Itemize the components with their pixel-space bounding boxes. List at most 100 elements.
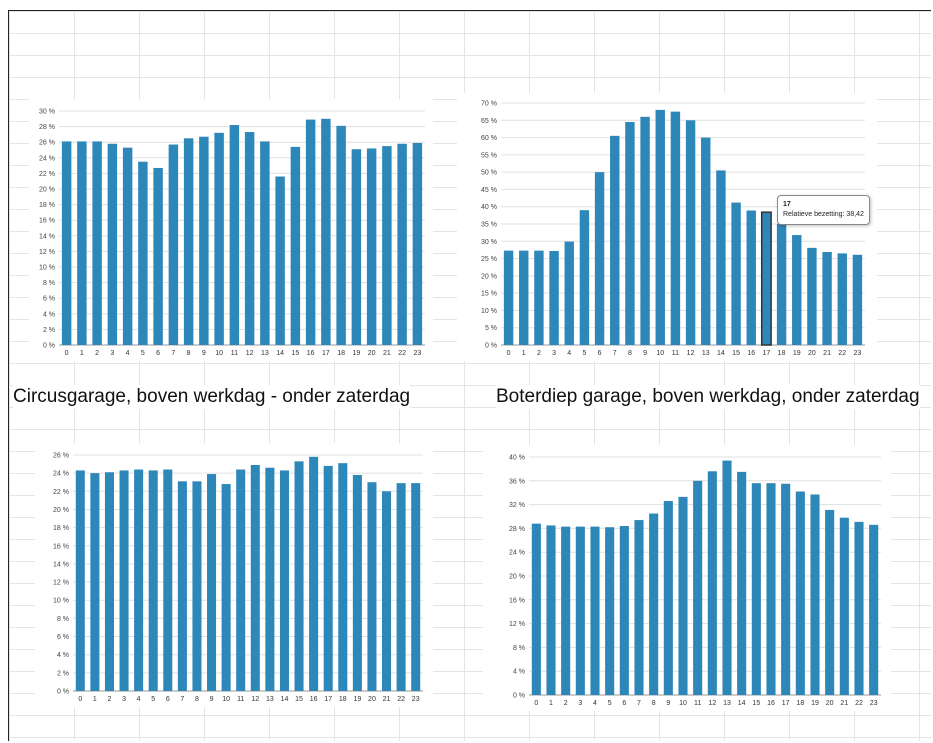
bar[interactable] xyxy=(534,250,544,345)
bar[interactable] xyxy=(722,460,732,695)
bar[interactable] xyxy=(366,148,377,345)
bar[interactable] xyxy=(825,509,835,695)
bar[interactable] xyxy=(183,138,194,345)
bar[interactable] xyxy=(561,526,571,695)
bar[interactable] xyxy=(663,501,673,695)
bar[interactable] xyxy=(75,470,85,691)
bar[interactable] xyxy=(104,472,114,691)
bar[interactable] xyxy=(250,464,260,691)
bar[interactable] xyxy=(199,136,209,345)
bar[interactable] xyxy=(605,527,615,695)
bar[interactable] xyxy=(321,118,331,345)
bar[interactable] xyxy=(265,467,275,691)
bar[interactable] xyxy=(640,116,650,345)
bar[interactable] xyxy=(92,141,102,345)
bar[interactable] xyxy=(746,210,756,345)
bar[interactable] xyxy=(168,144,179,345)
bar[interactable] xyxy=(795,491,805,695)
bar[interactable] xyxy=(766,483,776,695)
bar[interactable] xyxy=(693,480,703,695)
bar[interactable] xyxy=(792,235,802,345)
bar-highlighted[interactable] xyxy=(760,211,772,346)
bar[interactable] xyxy=(610,135,620,345)
bar[interactable] xyxy=(549,250,559,345)
bar[interactable] xyxy=(707,471,717,695)
bar[interactable] xyxy=(625,122,635,345)
bar[interactable] xyxy=(531,523,541,695)
bar[interactable] xyxy=(781,483,791,695)
bar[interactable] xyxy=(214,132,224,345)
bar[interactable] xyxy=(107,143,118,345)
bar[interactable] xyxy=(594,172,605,345)
bar[interactable] xyxy=(351,149,362,345)
bar[interactable] xyxy=(352,474,362,691)
bar[interactable] xyxy=(731,202,741,345)
bar[interactable] xyxy=(751,483,761,695)
bar[interactable] xyxy=(207,474,217,691)
bar[interactable] xyxy=(852,254,863,345)
bar[interactable] xyxy=(323,465,333,691)
bar[interactable] xyxy=(655,109,665,346)
bar[interactable] xyxy=(503,250,514,345)
bar[interactable] xyxy=(670,111,681,345)
bar[interactable] xyxy=(619,526,629,695)
bar[interactable] xyxy=(701,137,711,345)
bar[interactable] xyxy=(338,463,348,691)
bar[interactable] xyxy=(90,473,100,691)
bar[interactable] xyxy=(134,469,144,691)
bar[interactable] xyxy=(411,483,421,691)
bar[interactable] xyxy=(382,146,392,345)
bar[interactable] xyxy=(275,176,285,345)
bar[interactable] xyxy=(678,496,688,695)
x-tick-label: 17 xyxy=(763,350,771,357)
bar[interactable] xyxy=(221,484,231,691)
bar[interactable] xyxy=(575,526,585,695)
bar[interactable] xyxy=(119,470,129,691)
bar[interactable] xyxy=(837,253,847,345)
bar[interactable] xyxy=(236,469,246,691)
bar[interactable] xyxy=(244,132,255,345)
bar[interactable] xyxy=(564,241,574,345)
bar[interactable] xyxy=(412,142,423,345)
bar[interactable] xyxy=(229,125,240,345)
bar[interactable] xyxy=(290,146,301,345)
bar[interactable] xyxy=(519,250,529,345)
bar[interactable] xyxy=(546,525,556,695)
bar[interactable] xyxy=(634,520,644,695)
bar[interactable] xyxy=(77,141,87,345)
bar[interactable] xyxy=(336,125,346,345)
bar[interactable] xyxy=(822,252,832,345)
bar[interactable] xyxy=(716,170,726,345)
bar[interactable] xyxy=(305,119,316,345)
bar[interactable] xyxy=(776,224,787,345)
bar[interactable] xyxy=(649,513,659,695)
bar[interactable] xyxy=(122,147,133,345)
bar[interactable] xyxy=(396,483,406,691)
bar[interactable] xyxy=(854,521,864,695)
bar[interactable] xyxy=(148,470,158,691)
bar[interactable] xyxy=(737,471,747,695)
bar[interactable] xyxy=(192,481,202,691)
bar[interactable] xyxy=(309,456,319,691)
bar[interactable] xyxy=(61,141,72,345)
bar[interactable] xyxy=(153,167,163,345)
bar[interactable] xyxy=(177,481,187,691)
bar[interactable] xyxy=(260,141,270,345)
bar[interactable] xyxy=(163,469,173,691)
bar[interactable] xyxy=(382,491,392,691)
bar[interactable] xyxy=(367,482,377,691)
x-tick-label: 13 xyxy=(702,350,710,357)
bar[interactable] xyxy=(397,143,407,345)
bar[interactable] xyxy=(839,517,849,695)
bar[interactable] xyxy=(294,461,304,691)
bar[interactable] xyxy=(579,210,590,345)
bar[interactable] xyxy=(807,247,817,345)
x-tick-label: 23 xyxy=(870,700,878,707)
bar[interactable] xyxy=(810,494,820,695)
bar[interactable] xyxy=(685,120,696,346)
bar[interactable] xyxy=(869,524,879,695)
bar[interactable] xyxy=(590,526,600,695)
y-tick-label: 6 % xyxy=(57,634,69,641)
bar[interactable] xyxy=(138,161,148,345)
bar[interactable] xyxy=(279,470,289,691)
